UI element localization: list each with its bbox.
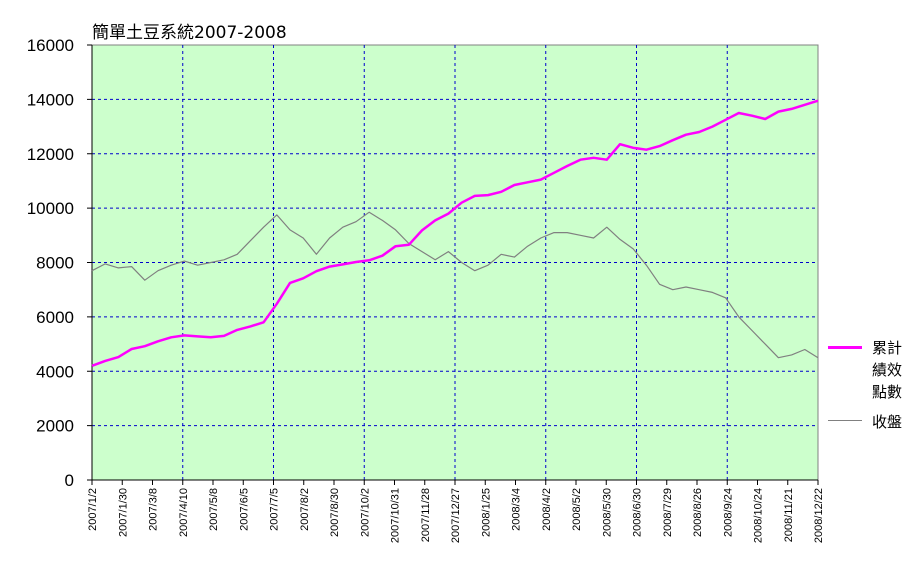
x-tick-label: 2007/8/30: [329, 488, 341, 537]
x-tick-label: 2007/12/27: [450, 488, 462, 543]
x-tick-label: 2008/1/25: [480, 488, 492, 537]
x-tick-label: 2008/4/2: [541, 488, 553, 531]
x-tick-label: 2007/10/2: [359, 488, 371, 537]
legend-item-cumulative: 累計績效點數: [828, 337, 914, 403]
legend-swatch-cumulative: [828, 346, 862, 349]
x-tick-label: 2007/10/31: [390, 488, 402, 543]
x-tick-label: 2008/3/4: [511, 488, 523, 531]
legend: 累計績效點數 收盤: [828, 337, 914, 441]
series-line-cumulative: [91, 99, 819, 367]
x-tick-label: 2008/9/24: [722, 488, 734, 537]
x-tick-label: 2008/5/30: [601, 488, 613, 537]
x-tick-label: 2008/5/2: [571, 488, 583, 531]
x-tick-label: 2008/10/24: [753, 488, 765, 543]
x-tick-label: 2007/8/2: [299, 488, 311, 531]
x-tick-label: 2008/11/21: [783, 488, 795, 542]
y-tick-label: 14000: [27, 90, 74, 109]
y-tick-label: 12000: [27, 145, 74, 164]
x-tick-label: 2008/12/22: [813, 488, 825, 543]
y-tick-label: 4000: [36, 362, 74, 381]
y-tick-label: 6000: [36, 308, 74, 327]
x-tick-label: 2007/1/2: [87, 488, 99, 531]
legend-label-cumulative: 累計績效點數: [872, 339, 903, 401]
y-tick-label: 16000: [27, 36, 74, 55]
series-line-close: [91, 211, 819, 359]
y-tick-label: 10000: [27, 199, 74, 218]
chart-title: 簡單土豆系統2007-2008: [92, 23, 287, 43]
x-tick-label: 2007/5/8: [208, 488, 220, 531]
legend-swatch-close: [828, 420, 862, 421]
y-tick-label: 0: [65, 471, 74, 490]
x-tick-label: 2007/4/10: [178, 488, 190, 537]
x-tick-label: 2008/8/26: [692, 488, 704, 537]
x-tick-label: 2007/1/30: [117, 488, 129, 537]
x-tick-label: 2007/11/28: [420, 488, 432, 542]
x-tick-label: 2008/7/29: [662, 488, 674, 537]
x-tick-label: 2007/3/8: [148, 488, 160, 531]
x-tick-label: 2007/7/5: [269, 488, 281, 531]
x-tick-label: 2007/6/5: [238, 488, 250, 531]
y-tick-label: 8000: [36, 254, 74, 273]
x-tick-label: 2008/6/30: [632, 488, 644, 537]
y-tick-label: 2000: [36, 417, 74, 436]
legend-label-close: 收盤: [872, 413, 903, 431]
legend-item-close: 收盤: [828, 411, 914, 433]
